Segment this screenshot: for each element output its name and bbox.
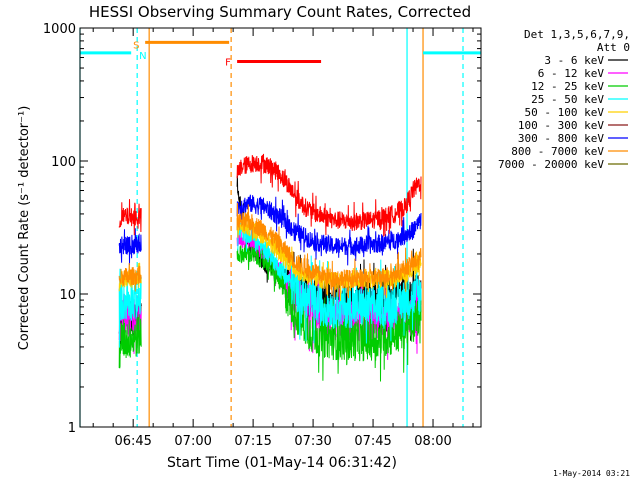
- y-tick-label-1: 10: [59, 288, 76, 303]
- legend-header-line-1: Det 1,3,5,6,7,9,: [524, 28, 630, 41]
- series-7-segment-1: [236, 202, 422, 299]
- chart-title: HESSI Observing Summary Count Rates, Cor…: [89, 3, 471, 21]
- series-6-segment-0: [118, 228, 142, 266]
- y-axis-label: Corrected Count Rate (s⁻¹ detector⁻¹): [17, 106, 32, 351]
- flag-label-n: N: [139, 51, 146, 62]
- x-tick-label-4: 07:45: [354, 434, 391, 449]
- legend-header-line-2: Att 0: [597, 41, 630, 54]
- legend-label-3: 25 - 50 keV: [531, 93, 604, 106]
- y-tick-label-0: 1: [68, 421, 76, 436]
- y-tick-label-2: 100: [51, 155, 76, 170]
- x-tick-label-2: 07:15: [234, 434, 271, 449]
- flag-label-f: F: [225, 57, 231, 68]
- series-3-segment-1: [236, 222, 422, 344]
- x-tick-label-5: 08:00: [414, 434, 451, 449]
- series-2-segment-0: [118, 314, 142, 369]
- series-9-segment-0: [118, 199, 142, 236]
- legend-label-2: 12 - 25 keV: [531, 80, 604, 93]
- legend-label-4: 50 - 100 keV: [525, 106, 605, 119]
- series-7-segment-0: [118, 262, 142, 292]
- plot-area: SN F: [79, 28, 481, 427]
- legend-label-6: 300 - 800 keV: [518, 132, 604, 145]
- y-axis: 1 10 100 1000: [43, 22, 481, 436]
- x-axis: 06:45 07:00 07:15 07:30 07:45 08:00: [92, 28, 474, 449]
- footer-timestamp: 1-May-2014 03:21: [553, 469, 630, 478]
- series-2-segment-1: [236, 238, 422, 382]
- legend-label-0: 3 - 6 keV: [544, 54, 604, 67]
- y-tick-label-3: 1000: [43, 22, 76, 37]
- x-tick-label-1: 07:00: [174, 434, 211, 449]
- legend-label-8: 7000 - 20000 keV: [498, 158, 604, 171]
- legend-label-5: 100 - 300 keV: [518, 119, 604, 132]
- x-axis-label: Start Time (01-May-14 06:31:42): [167, 455, 397, 471]
- x-tick-label-3: 07:30: [294, 434, 331, 449]
- series-9-segment-1: [236, 153, 422, 237]
- x-tick-label-0: 06:45: [114, 434, 151, 449]
- flag-label-s: S: [133, 40, 139, 51]
- series-3-segment-0: [118, 268, 142, 348]
- legend-label-1: 6 - 12 keV: [538, 67, 605, 80]
- legend-label-7: 800 - 7000 keV: [511, 145, 604, 158]
- plot-frame: [79, 27, 482, 428]
- series-6-segment-1: [236, 194, 422, 266]
